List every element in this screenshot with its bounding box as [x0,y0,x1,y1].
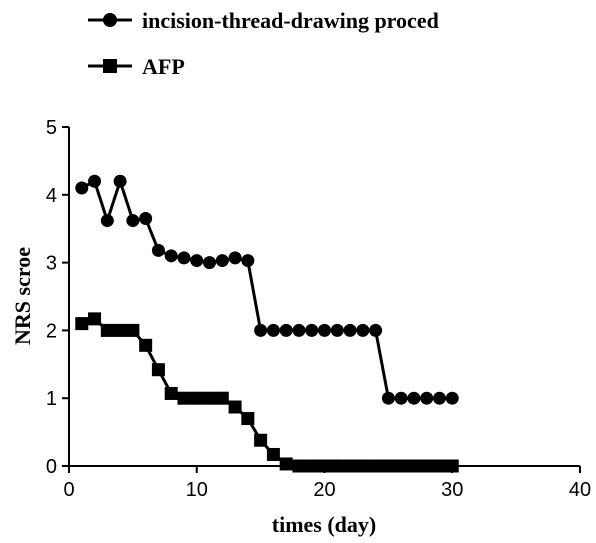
data-point [88,174,102,188]
data-point [394,391,408,405]
data-point [445,391,459,405]
data-point [292,323,306,337]
data-point [203,256,217,270]
y-tick-label: 1 [46,388,57,410]
y-tick-label: 2 [46,320,57,342]
data-point [228,251,242,265]
data-point [177,251,191,265]
data-point [356,459,370,473]
series-2 [75,312,459,473]
plot-area [75,174,459,473]
data-point [381,391,395,405]
axes: 0 1 2 3 4 5 0 10 20 30 40 [46,117,591,501]
data-point [369,459,383,473]
data-point [75,181,89,195]
data-point [190,254,204,268]
legend: incision-thread-drawing proced AFP [88,8,439,79]
data-point [88,312,102,326]
data-point [407,459,421,473]
data-point [254,323,268,337]
data-point [381,459,395,473]
data-point [215,254,229,268]
data-point [228,400,242,414]
data-point [356,323,370,337]
x-tick-label: 20 [313,479,335,501]
x-tick-label: 10 [186,479,208,501]
data-point [330,459,344,473]
data-point [254,433,268,447]
data-point [177,391,191,405]
data-point [305,459,319,473]
legend-item-series-2: AFP [88,54,185,79]
x-axis-title: times (day) [272,512,376,537]
x-tick-label: 40 [569,479,591,501]
y-ticks: 0 1 2 3 4 5 [46,117,69,478]
data-point [266,447,280,461]
data-point [100,214,114,228]
data-point [318,459,331,473]
data-point [369,323,383,337]
data-point [241,254,255,268]
data-point [394,459,408,473]
data-point [100,323,114,337]
y-tick-label: 5 [46,117,57,139]
legend-item-series-1: incision-thread-drawing proced [88,8,439,33]
legend-label-series-1: incision-thread-drawing proced [142,8,439,33]
data-point [279,323,293,337]
data-point [330,323,344,337]
data-point [432,459,446,473]
y-tick-label: 0 [46,456,57,478]
data-point [113,174,127,188]
data-point [318,323,331,337]
data-point [445,459,459,473]
data-point [305,323,319,337]
data-point [113,323,127,337]
data-point [215,391,229,405]
data-point [164,386,178,400]
x-ticks: 0 10 20 30 40 [63,466,591,501]
data-point [151,363,165,377]
data-point [126,323,140,337]
data-point [139,212,153,226]
data-point [139,338,153,352]
y-tick-label: 4 [46,185,57,207]
legend-marker-square [103,59,117,73]
series-line [81,179,453,400]
data-point [266,323,280,337]
y-tick-label: 3 [46,253,57,275]
data-point [292,459,306,473]
data-point [241,412,255,426]
series-1 [75,174,459,405]
data-point [343,323,357,337]
legend-marker-circle [103,13,117,27]
data-point [420,391,434,405]
data-point [279,457,293,471]
data-point [407,391,421,405]
data-point [151,243,165,257]
data-point [420,459,434,473]
data-point [75,317,89,331]
data-point [190,391,204,405]
data-point [126,214,140,228]
data-point [432,391,446,405]
data-point [203,391,217,405]
x-tick-label: 0 [63,479,74,501]
x-tick-label: 30 [441,479,463,501]
legend-label-series-2: AFP [142,54,185,79]
y-axis-title: NRS scroe [10,247,35,345]
data-point [164,249,178,263]
data-point [343,459,357,473]
